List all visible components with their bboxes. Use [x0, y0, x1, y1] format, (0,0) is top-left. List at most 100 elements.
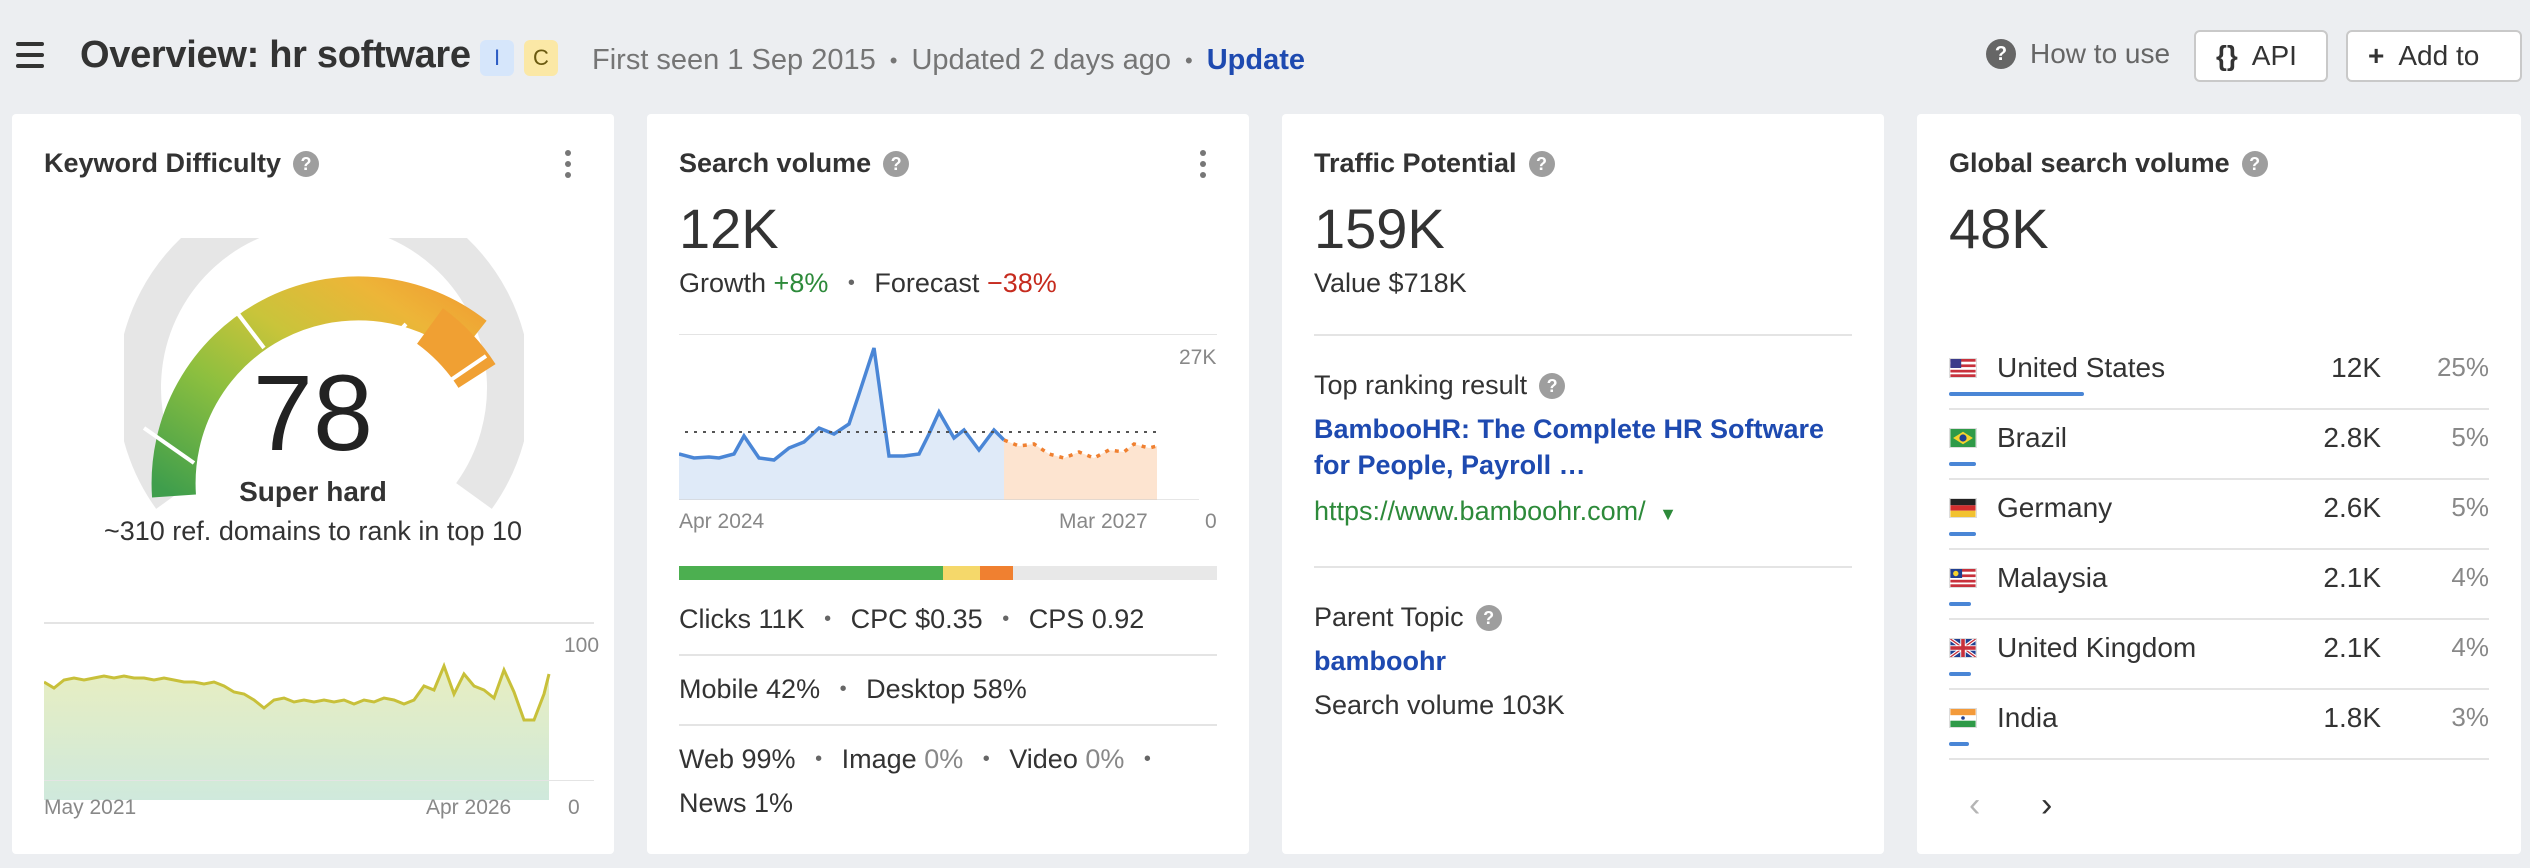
country-share: 4% — [2451, 562, 2489, 592]
kd-x-end: Apr 2026 — [426, 796, 512, 819]
country-name: United Kingdom — [1997, 632, 2197, 663]
country-name: India — [1997, 702, 2058, 733]
country-row-uk[interactable]: United Kingdom 2.1K 4% — [1949, 620, 2489, 690]
add-to-button[interactable]: + Add to — [2346, 30, 2522, 82]
menu-icon[interactable] — [16, 42, 44, 68]
search-volume-card: Search volume ? 12K Growth +8% • Forecas… — [647, 114, 1249, 854]
api-label: API — [2251, 40, 2297, 71]
chevron-right-icon: › — [2041, 786, 2053, 824]
parent-topic-label: Parent Topic — [1314, 602, 1464, 632]
card-title: Traffic Potential ? — [1314, 148, 1555, 179]
country-row-india[interactable]: India 1.8K 3% — [1949, 690, 2489, 760]
sv-x-start: Apr 2024 — [679, 510, 765, 533]
click-distribution-segment — [980, 566, 1013, 580]
separator: • — [1185, 47, 1193, 73]
country-row-malaysia[interactable]: Malaysia 2.1K 4% — [1949, 550, 2489, 620]
video-share: 0% — [1085, 744, 1125, 774]
help-icon[interactable]: ? — [2241, 150, 2268, 177]
api-button[interactable]: {} API — [2194, 30, 2328, 82]
prev-page-button[interactable]: ‹ — [1969, 786, 1980, 825]
traffic-potential-card: Traffic Potential ? 159K Value $718K Top… — [1282, 114, 1884, 854]
country-share: 5% — [2451, 492, 2489, 522]
how-to-use-link[interactable]: ? How to use — [1986, 38, 2170, 70]
kd-y-min: 0 — [568, 796, 580, 819]
growth-value: +8% — [773, 268, 829, 298]
top-ranking-url-row[interactable]: https://www.bamboohr.com/ ▼ — [1314, 496, 1677, 527]
parent-topic-link[interactable]: bamboohr — [1314, 646, 1446, 676]
image-label: Image — [841, 744, 917, 774]
sv-growth-line: Growth +8% • Forecast −38% — [679, 268, 1057, 299]
kd-x-start: May 2021 — [44, 796, 137, 819]
kd-y-max: 100 — [564, 634, 600, 657]
country-share-bar — [1949, 392, 2084, 396]
tp-value: 159K — [1314, 197, 1445, 260]
country-volume: 2.1K — [2323, 562, 2381, 593]
more-options-icon[interactable] — [1197, 150, 1209, 184]
help-icon[interactable]: ? — [1528, 150, 1555, 177]
cpc: CPC $0.35 — [850, 604, 983, 634]
forecast-value: −38% — [986, 268, 1057, 298]
india-flag-icon — [1949, 708, 1977, 728]
uk-flag-icon — [1949, 638, 1977, 658]
video-label: Video — [1009, 744, 1078, 774]
top-ranking-title-line-2[interactable]: for People, Payroll … — [1314, 450, 1586, 480]
gv-title: Global search volume — [1949, 148, 2230, 178]
kd-title: Keyword Difficulty — [44, 148, 282, 178]
global-volume-card: Global search volume ? 48K United States… — [1917, 114, 2521, 854]
divider — [44, 622, 594, 624]
sv-x-end: Mar 2027 — [1059, 510, 1148, 533]
brazil-flag-icon — [1949, 428, 1977, 448]
kd-gauge-track — [124, 238, 524, 509]
kd-history-line — [44, 661, 551, 722]
divider — [1949, 548, 2489, 550]
malaysia-flag-icon — [1949, 568, 1977, 588]
help-icon[interactable]: ? — [1475, 604, 1502, 631]
kd-history-area — [44, 666, 549, 800]
country-volume: 12K — [2331, 352, 2381, 383]
card-title: Search volume ? — [679, 148, 910, 179]
country-share-bar — [1949, 672, 1971, 676]
keyword-difficulty-card: Keyword Difficulty ? 78 Super hard ~310 … — [12, 114, 614, 854]
country-name: Malaysia — [1997, 562, 2108, 593]
country-share: 4% — [2451, 632, 2489, 662]
divider — [1949, 758, 2489, 760]
country-volume: 1.8K — [2323, 702, 2381, 733]
image-share: 0% — [924, 744, 964, 774]
us-flag-icon — [1949, 358, 1977, 378]
country-row-germany[interactable]: Germany 2.6K 5% — [1949, 480, 2489, 550]
country-volume: 2.1K — [2323, 632, 2381, 663]
top-ranking-url[interactable]: https://www.bamboohr.com/ — [1314, 496, 1646, 526]
next-page-button[interactable]: › — [2041, 786, 2052, 825]
kd-gauge-tip — [416, 308, 496, 389]
sv-y-min: 0 — [1205, 510, 1217, 533]
web-share: Web 99% — [679, 744, 796, 774]
growth-label: Growth — [679, 268, 767, 298]
kd-level: Super hard — [239, 476, 387, 507]
more-options-icon[interactable] — [562, 150, 574, 184]
sv-history-chart — [679, 347, 1199, 500]
top-ranking-title-line-1[interactable]: BambooHR: The Complete HR Software — [1314, 414, 1825, 444]
country-row-brazil[interactable]: Brazil 2.8K 5% — [1949, 410, 2489, 480]
country-share-bar — [1949, 462, 1976, 466]
parent-topic-volume: Search volume 103K — [1314, 690, 1565, 720]
intent-badge-informational: I — [480, 40, 514, 76]
card-title: Global search volume ? — [1949, 148, 2268, 179]
country-row-us[interactable]: United States 12K 25% — [1949, 340, 2489, 410]
help-icon[interactable]: ? — [293, 150, 320, 177]
update-link[interactable]: Update — [1206, 44, 1306, 76]
sv-history-area — [679, 348, 1004, 500]
separator: • — [1143, 748, 1151, 770]
help-icon[interactable]: ? — [1539, 372, 1566, 399]
dropdown-caret-icon[interactable]: ▼ — [1659, 504, 1677, 524]
how-to-use-label: How to use — [2030, 38, 2171, 69]
page-header: Overview: hr software I C First seen 1 S… — [0, 0, 2530, 112]
top-ranking-label: Top ranking result — [1314, 370, 1528, 400]
sv-history-line — [679, 347, 1006, 462]
kd-description: ~310 ref. domains to rank in top 10 — [103, 516, 522, 546]
help-icon[interactable]: ? — [883, 150, 910, 177]
kd-gauge — [124, 238, 524, 550]
top-ranking-label-row: Top ranking result ? — [1314, 370, 1566, 401]
add-to-label: Add to — [2398, 40, 2480, 71]
click-distribution-bar — [679, 566, 1217, 580]
kd-score: 78 — [252, 352, 374, 473]
